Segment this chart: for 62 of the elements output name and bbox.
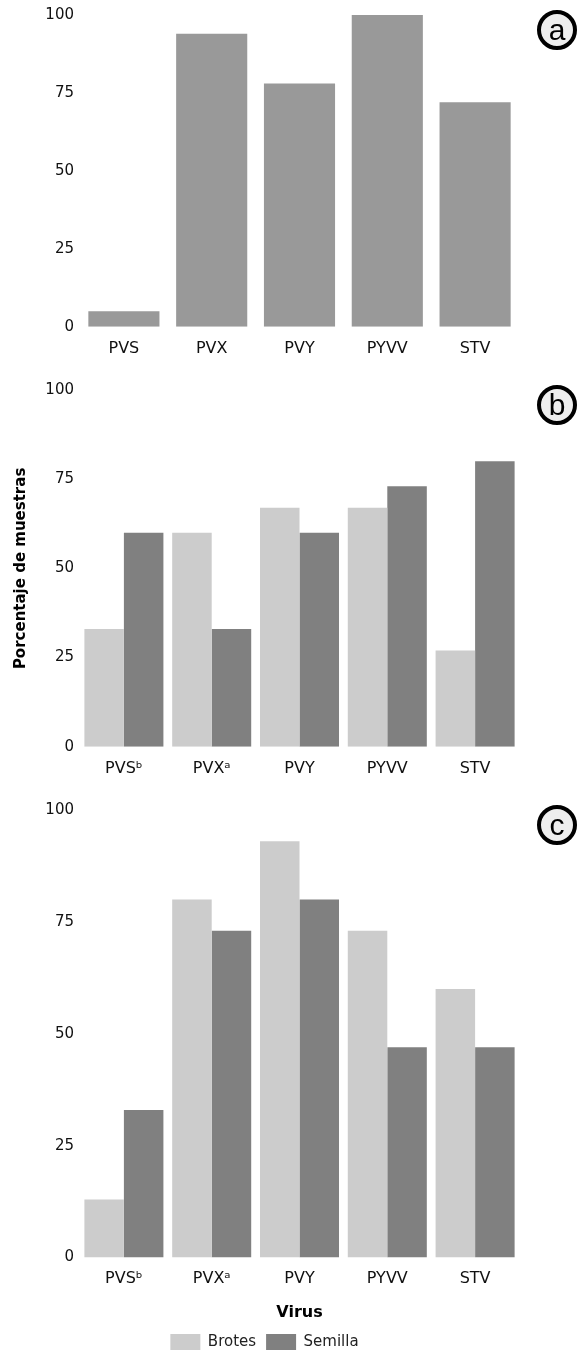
x-axis-title: Virus	[276, 1301, 323, 1321]
bar	[176, 33, 248, 327]
y-tick-label: 50	[54, 1023, 74, 1042]
y-tick-label: 0	[64, 736, 74, 755]
y-tick-label: 50	[54, 558, 74, 577]
x-tick-label: STV	[459, 1268, 491, 1288]
bar	[88, 311, 160, 327]
y-tick-label: 75	[54, 82, 74, 101]
x-tick-label: STV	[459, 337, 491, 357]
y-tick-label: 0	[64, 1247, 74, 1266]
bar	[211, 930, 252, 1258]
x-tick-label: PVSᵇ	[105, 757, 143, 777]
text: c	[537, 805, 577, 845]
bar	[435, 650, 476, 747]
x-tick-label: PVX	[195, 337, 228, 357]
bar	[123, 1109, 164, 1258]
x-tick-label: PYVV	[366, 757, 408, 777]
legend-label: Semilla	[303, 1331, 359, 1350]
bar	[439, 102, 511, 327]
x-tick-label: PVSᵇ	[105, 1268, 143, 1288]
y-tick-label: 100	[45, 4, 74, 23]
bar	[259, 507, 300, 747]
text: a	[537, 10, 577, 50]
bar	[351, 15, 423, 327]
bar	[259, 841, 300, 1258]
y-tick-label: 25	[54, 647, 74, 666]
x-tick-label: PVXᵃ	[192, 757, 231, 777]
bar	[299, 532, 340, 747]
y-tick-label: 25	[54, 1135, 74, 1154]
bar	[172, 532, 212, 747]
y-tick-label: 100	[45, 799, 74, 818]
x-tick-label: PVXᵃ	[192, 1268, 231, 1288]
y-axis-title: Porcentaje de muestras	[10, 467, 29, 670]
x-tick-label: PVY	[284, 757, 315, 777]
x-tick-label: STV	[459, 757, 491, 777]
y-tick-label: 75	[54, 911, 74, 930]
x-tick-label: PVS	[108, 337, 140, 357]
bar	[263, 83, 336, 327]
legend-label: Brotes	[207, 1331, 257, 1350]
x-tick-label: PYVV	[366, 1268, 408, 1288]
text: b	[537, 385, 577, 425]
bar	[84, 1199, 124, 1258]
y-tick-label: 25	[54, 238, 74, 257]
bar	[435, 989, 476, 1258]
x-tick-label: PYVV	[366, 337, 408, 357]
bar	[347, 930, 388, 1258]
bar	[387, 1047, 427, 1258]
bar	[475, 1047, 515, 1258]
x-tick-label: PVY	[284, 337, 315, 357]
bar	[172, 899, 212, 1258]
bar	[211, 629, 252, 747]
y-tick-label: 100	[45, 379, 74, 398]
bar	[347, 507, 388, 747]
bar	[84, 629, 124, 747]
y-tick-label: 50	[54, 160, 74, 179]
y-tick-label: 0	[64, 316, 74, 335]
bar	[123, 532, 164, 747]
bar	[475, 461, 515, 747]
bar	[387, 486, 427, 747]
x-tick-label: PVY	[284, 1268, 315, 1288]
bar	[299, 899, 340, 1258]
y-tick-label: 75	[54, 469, 74, 488]
